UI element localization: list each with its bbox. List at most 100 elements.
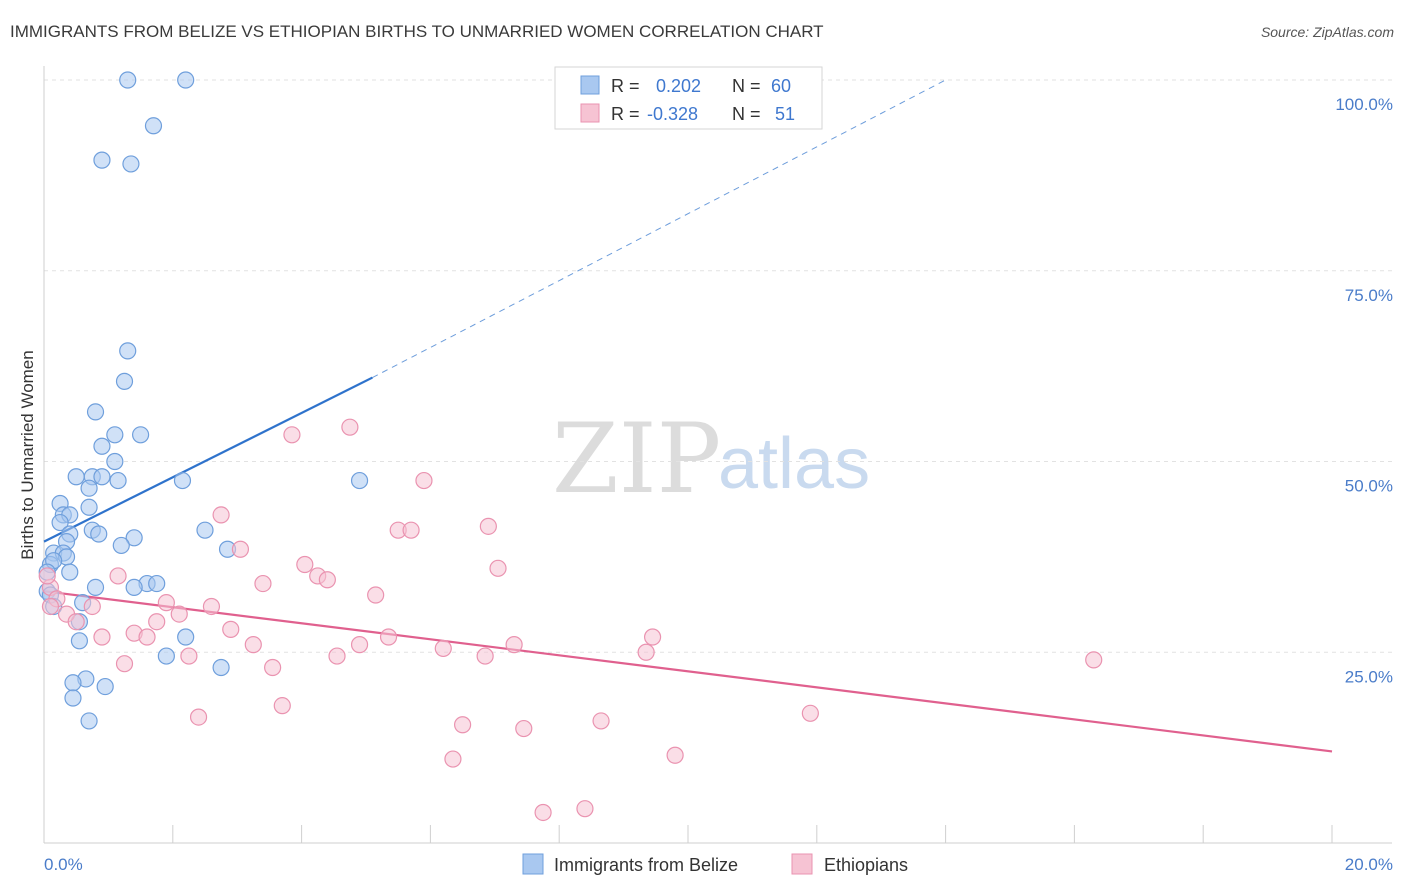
watermark-zip: ZIP (552, 403, 721, 515)
point-belize (90, 525, 108, 543)
legend-n-value-1: 60 (771, 76, 791, 96)
y-tick-label: 25.0% (1345, 667, 1393, 686)
point-belize (132, 426, 150, 444)
x-tick-labels: 0.0% 20.0% (44, 855, 1393, 874)
point-ethiopians (434, 639, 452, 658)
legend-swatch-belize-bottom (522, 853, 544, 875)
point-ethiopians (637, 643, 655, 661)
point-ethiopians (148, 613, 166, 631)
y-tick-label: 100.0% (1335, 95, 1393, 114)
y-tick-label: 50.0% (1345, 477, 1393, 496)
point-ethiopians (402, 521, 420, 539)
y-tick-label: 75.0% (1345, 286, 1393, 305)
point-belize (212, 658, 230, 677)
legend-label-ethiopians: Ethiopians (824, 855, 908, 875)
x-tick-label: 20.0% (1345, 855, 1393, 874)
point-ethiopians (379, 628, 398, 646)
point-ethiopians (138, 628, 156, 646)
trend-line-ethiopians (43, 590, 1333, 753)
legend-swatch-ethiopians (580, 103, 600, 123)
point-ethiopians (67, 613, 85, 631)
point-ethiopians (801, 704, 819, 722)
point-belize (93, 437, 111, 455)
legend-swatch-ethiopians-bottom (791, 853, 813, 875)
point-ethiopians (534, 803, 552, 822)
point-ethiopians (93, 628, 111, 646)
point-belize (86, 578, 105, 596)
point-belize (93, 468, 111, 486)
point-belize (350, 471, 369, 490)
point-ethiopians (643, 628, 662, 646)
point-ethiopians (264, 658, 282, 677)
point-ethiopians (231, 540, 250, 558)
point-belize (64, 674, 82, 692)
point-belize (64, 689, 82, 707)
point-belize (96, 677, 114, 696)
point-ethiopians (318, 571, 336, 589)
point-ethiopians (367, 586, 385, 604)
point-ethiopians (1085, 651, 1103, 669)
point-belize (119, 71, 137, 89)
axes (43, 66, 1392, 844)
x-tick-label: 0.0% (44, 855, 83, 874)
point-ethiopians (283, 426, 301, 444)
y-axis-label: Births to Unmarried Women (18, 350, 37, 559)
point-ethiopians (189, 708, 208, 726)
point-belize (106, 426, 124, 444)
point-belize (144, 117, 163, 135)
point-ethiopians (576, 800, 594, 818)
point-belize (93, 151, 111, 169)
point-ethiopians (38, 567, 56, 585)
point-ethiopians (592, 712, 610, 730)
point-belize (122, 155, 140, 173)
legend-r-value-1: 0.202 (656, 76, 701, 96)
point-belize (196, 521, 214, 539)
point-belize (125, 529, 143, 547)
y-tick-labels: 25.0% 50.0% 75.0% 100.0% (1335, 95, 1393, 686)
point-ethiopians (296, 555, 314, 574)
point-belize (115, 372, 134, 390)
point-belize (80, 712, 98, 730)
point-ethiopians (273, 697, 291, 715)
point-ethiopians (341, 418, 359, 436)
watermark-atlas: atlas (718, 424, 870, 504)
point-ethiopians (244, 636, 262, 654)
point-ethiopians (505, 636, 523, 654)
series-legend: Immigrants from Belize Ethiopians (522, 853, 908, 875)
legend-r-label-1: R = (611, 76, 640, 96)
legend-n-value-2: 51 (775, 104, 795, 124)
point-ethiopians (444, 750, 462, 768)
point-ethiopians (157, 594, 175, 612)
point-ethiopians (83, 597, 101, 616)
point-belize (70, 632, 89, 650)
point-belize (112, 536, 130, 555)
point-belize (86, 403, 105, 421)
point-belize (80, 479, 98, 497)
point-belize (119, 342, 137, 360)
point-belize (67, 468, 85, 486)
point-belize (109, 471, 127, 490)
point-ethiopians (328, 647, 346, 665)
legend-label-belize: Immigrants from Belize (554, 855, 738, 875)
trend-line-belize-extension (372, 79, 946, 379)
chart-source: Source: ZipAtlas.com (1260, 24, 1394, 40)
point-ethiopians (479, 517, 497, 535)
legend-n-label-2: N = (732, 104, 761, 124)
grid-lines (44, 79, 1392, 653)
point-belize (177, 628, 195, 646)
point-belize (51, 513, 69, 532)
legend-r-value-2: -0.328 (647, 104, 698, 124)
point-ethiopians (454, 716, 472, 734)
point-belize (177, 71, 195, 89)
point-belize (106, 452, 124, 471)
stats-legend: R = 0.202 N = 60 R = -0.328 N = 51 (554, 66, 823, 130)
chart-title: IMMIGRANTS FROM BELIZE VS ETHIOPIAN BIRT… (10, 22, 824, 41)
legend-swatch-belize (580, 75, 600, 95)
point-ethiopians (222, 620, 240, 638)
point-ethiopians (180, 647, 198, 665)
point-ethiopians (476, 647, 494, 665)
point-ethiopians (666, 746, 684, 764)
data-points (38, 71, 1103, 822)
point-ethiopians (202, 597, 221, 616)
